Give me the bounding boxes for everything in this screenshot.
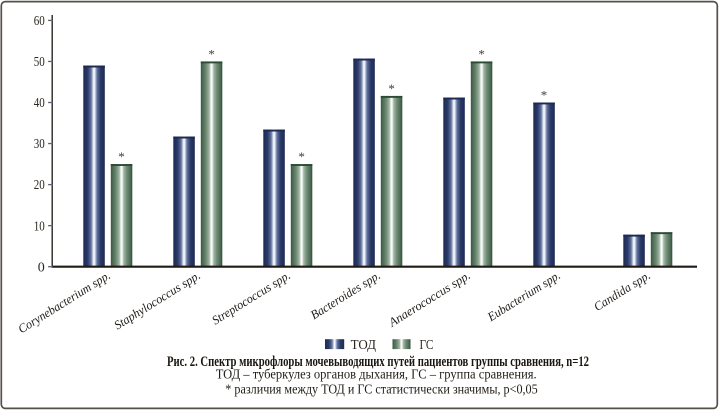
- svg-text:* различия между ТОД и ГС стат: * различия между ТОД и ГС статистически …: [225, 383, 537, 398]
- svg-text:0: 0: [38, 260, 45, 275]
- svg-text:ТОД – туберкулез органов дыхан: ТОД – туберкулез органов дыхания, ГС – г…: [216, 368, 537, 383]
- svg-text:*: *: [208, 47, 215, 62]
- svg-text:10: 10: [34, 219, 45, 234]
- svg-text:30: 30: [34, 137, 45, 152]
- svg-text:*: *: [388, 81, 395, 96]
- svg-text:*: *: [298, 149, 305, 164]
- svg-text:Рис. 2. Спектр микрофлоры моче: Рис. 2. Спектр микрофлоры мочевыводящих …: [167, 354, 589, 370]
- svg-text:*: *: [478, 47, 485, 62]
- svg-text:ТОД: ТОД: [351, 338, 377, 353]
- svg-text:ГС: ГС: [420, 338, 434, 353]
- svg-text:60: 60: [34, 14, 45, 29]
- svg-text:*: *: [118, 149, 125, 164]
- svg-text:40: 40: [34, 96, 45, 111]
- svg-text:50: 50: [34, 55, 45, 70]
- svg-text:*: *: [541, 88, 548, 103]
- svg-text:20: 20: [34, 178, 45, 193]
